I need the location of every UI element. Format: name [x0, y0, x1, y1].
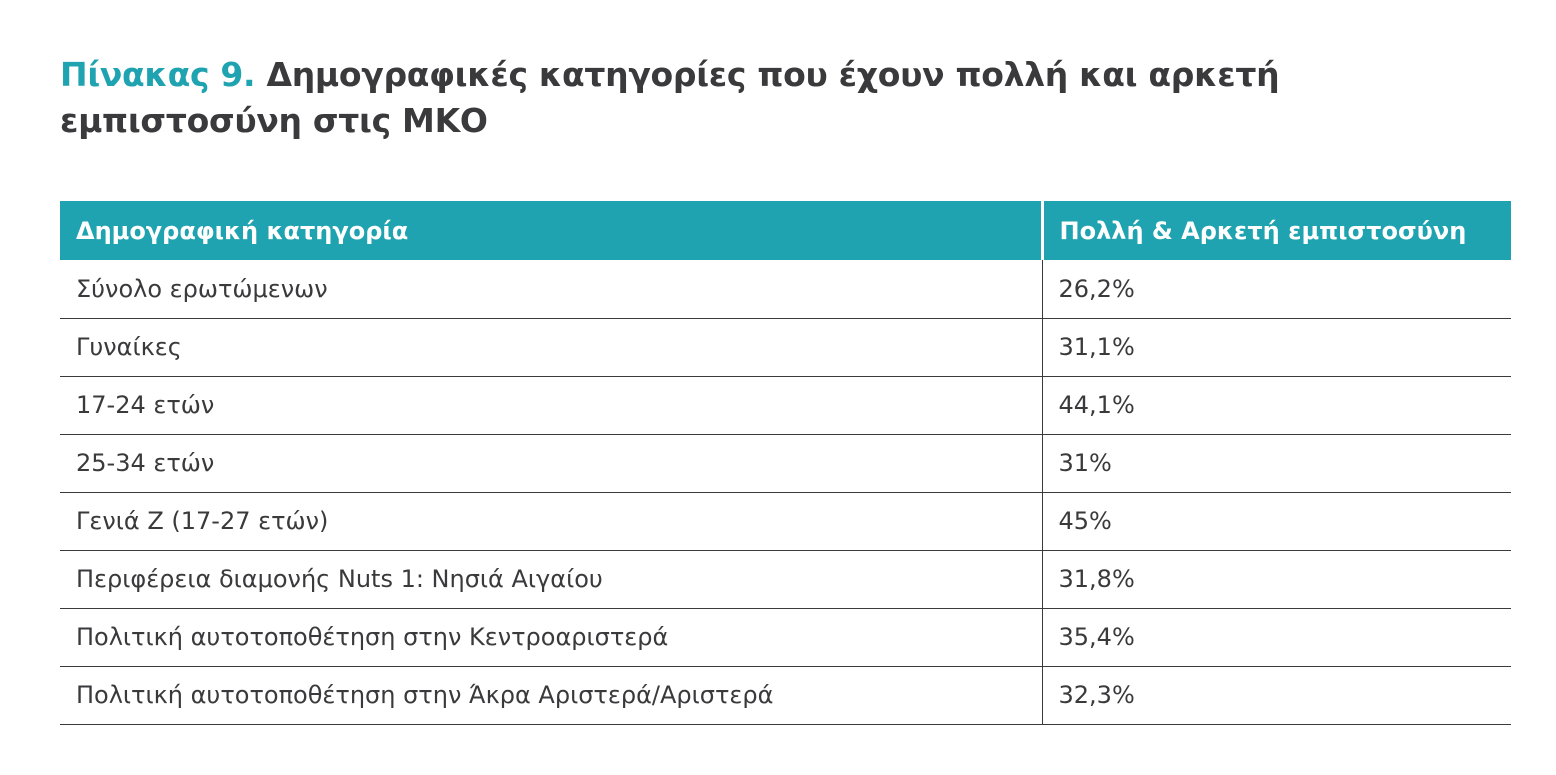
table-row: Πολιτική αυτοτοποθέτηση στην Άκρα Αριστε…	[60, 666, 1511, 725]
page-title: Πίνακας 9. Δημογραφικές κατηγορίες που έ…	[60, 52, 1510, 144]
category-cell: Πολιτική αυτοτοποθέτηση στην Άκρα Αριστε…	[60, 666, 1042, 725]
table-row: Σύνολο ερωτώμενων 26,2%	[60, 260, 1511, 319]
category-cell: Γενιά Ζ (17-27 ετών)	[60, 492, 1042, 551]
table-row: Γυναίκες 31,1%	[60, 318, 1511, 377]
value-cell: 31,8%	[1041, 550, 1511, 609]
table-row: Περιφέρεια διαμονής Nuts 1: Νησιά Αιγαίο…	[60, 550, 1511, 609]
value-cell: 45%	[1041, 492, 1511, 551]
value-cell: 31%	[1041, 434, 1511, 493]
category-cell: 17-24 ετών	[60, 376, 1042, 435]
table-body: Σύνολο ερωτώμενων 26,2% Γυναίκες 31,1% 1…	[60, 260, 1511, 725]
category-cell: Σύνολο ερωτώμενων	[60, 260, 1042, 319]
category-cell: Πολιτική αυτοτοποθέτηση στην Κεντροαριστ…	[60, 608, 1042, 667]
table-row: Πολιτική αυτοτοποθέτηση στην Κεντροαριστ…	[60, 608, 1511, 667]
header-row: Δημογραφική κατηγορία Πολλή & Αρκετή εμπ…	[60, 201, 1511, 260]
table-number: Πίνακας 9.	[60, 55, 256, 94]
category-cell: 25-34 ετών	[60, 434, 1042, 493]
data-table: Δημογραφική κατηγορία Πολλή & Αρκετή εμπ…	[60, 201, 1511, 725]
title-text: Δημογραφικές κατηγορίες που έχουν πολλή …	[60, 55, 1280, 140]
value-cell: 35,4%	[1041, 608, 1511, 667]
column-header-category: Δημογραφική κατηγορία	[60, 201, 1042, 260]
table-header: Δημογραφική κατηγορία Πολλή & Αρκετή εμπ…	[60, 201, 1511, 260]
table-row: 25-34 ετών 31%	[60, 434, 1511, 493]
value-cell: 32,3%	[1041, 666, 1511, 725]
table-row: Γενιά Ζ (17-27 ετών) 45%	[60, 492, 1511, 551]
category-cell: Γυναίκες	[60, 318, 1042, 377]
category-cell: Περιφέρεια διαμονής Nuts 1: Νησιά Αιγαίο…	[60, 550, 1042, 609]
column-header-trust: Πολλή & Αρκετή εμπιστοσύνη	[1040, 201, 1511, 260]
table-row: 17-24 ετών 44,1%	[60, 376, 1511, 435]
value-cell: 31,1%	[1041, 318, 1511, 377]
value-cell: 44,1%	[1041, 376, 1511, 435]
value-cell: 26,2%	[1041, 260, 1511, 319]
